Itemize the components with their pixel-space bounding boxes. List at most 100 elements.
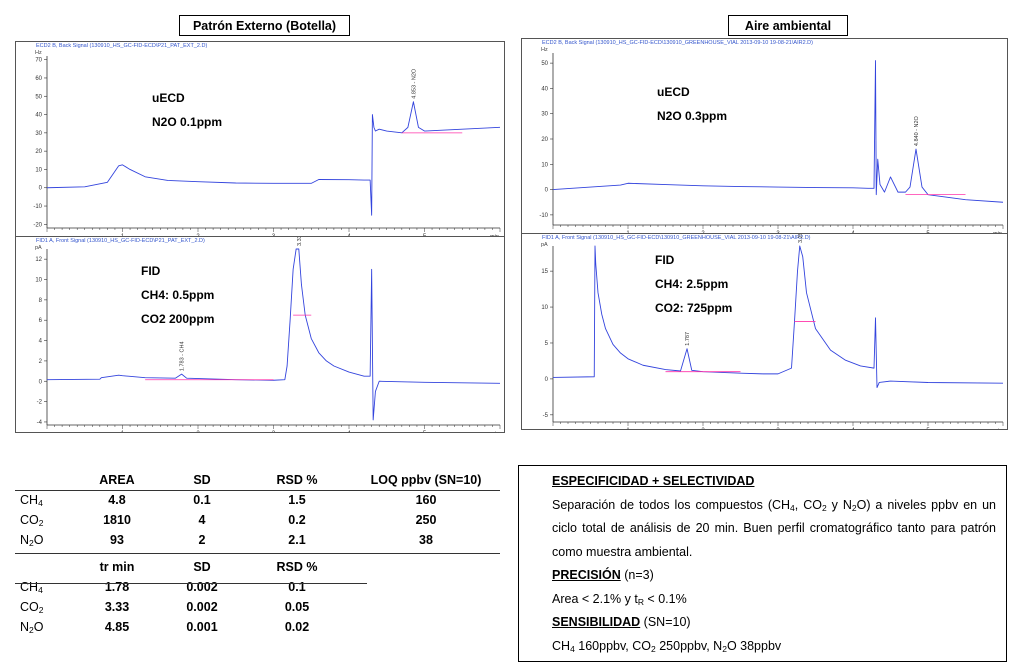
y-tick-label: 40	[35, 113, 42, 119]
right-title: Aire ambiental	[728, 15, 848, 36]
x-tick-label: 4	[851, 428, 855, 429]
signal-header: ECD2 B, Back Signal (130910_HS_GC-FID-EC…	[542, 40, 813, 46]
y-tick-label: 10	[35, 167, 42, 173]
x-tick-label: 3	[272, 234, 276, 236]
table-header-cell	[17, 557, 72, 577]
species-cell: CO2	[20, 600, 44, 615]
y-tick-label: 10	[35, 278, 42, 284]
y-tick-label: 20	[35, 149, 42, 155]
y-tick-label: 5	[545, 341, 549, 347]
summary-paragraph-precision: Area < 2.1% y tR < 0.1%	[552, 591, 687, 607]
y-unit-label: pA	[35, 245, 42, 251]
tr-cell: 1.78	[104, 580, 130, 594]
x-tick-label: 1	[121, 234, 125, 236]
chart-svg: -20 -10 0 10 20 30 40 50 60 70 1 2 3 4 5 min 4.853 - N2O	[33, 56, 501, 236]
signal-line	[552, 245, 1004, 388]
sd-cell: 0.002	[186, 580, 218, 594]
sd-cell: 0.001	[186, 620, 218, 634]
x-tick-label: 5	[926, 231, 930, 233]
chart-annotation: uECD N2O 0.1ppm	[152, 86, 222, 134]
chart-right-bottom: FID1 A, Front Signal (130910_HS_GC-FID-E…	[521, 233, 1008, 430]
summary-paragraph-sensitivity: CH4 160ppbv, CO2 250ppbv, N2O 38ppbv	[552, 638, 782, 654]
y-tick-label: 70	[35, 58, 42, 64]
y-unit-label: Hz	[35, 50, 42, 56]
sd-cell: 2	[198, 533, 206, 547]
y-tick-label: 15	[541, 269, 548, 275]
table-header-cell: RSD %	[276, 473, 318, 487]
table-header-cell: tr min	[99, 560, 135, 574]
x-tick-label: 5	[423, 431, 427, 432]
y-tick-label: 8	[39, 298, 43, 304]
x-tick-label: 5	[423, 234, 427, 236]
annotation-line-1: FID	[655, 253, 675, 267]
chart-right-top: ECD2 B, Back Signal (130910_HS_GC-FID-EC…	[521, 38, 1008, 234]
y-tick-label: 60	[35, 76, 42, 82]
peak-label: 4.853 - N2O	[411, 68, 417, 99]
area-cell: 93	[110, 533, 124, 547]
y-tick-label: -2	[37, 400, 43, 406]
chart-svg: -10 0 10 20 30 40 50 1 2 3 4 5 min 4.840 - N2O	[539, 53, 1004, 233]
y-tick-label: 20	[541, 137, 548, 143]
sd-cell: 0.002	[186, 600, 218, 614]
rsd-cell: 0.2	[288, 513, 306, 527]
signal-header: ECD2 B, Back Signal (130910_HS_GC-FID-EC…	[36, 43, 208, 49]
tr-cell: 3.33	[104, 600, 130, 614]
table-header-cell: AREA	[99, 473, 135, 487]
x-tick-label: 2	[701, 231, 705, 233]
rsd-cell: 0.05	[284, 600, 310, 614]
x-tick-label: 1	[626, 231, 630, 233]
rsd-cell: 1.5	[288, 493, 306, 507]
table-row: N2O 93 2 2.1 38	[17, 530, 500, 550]
y-tick-label: -5	[543, 413, 549, 419]
summary-heading-specificity: ESPECIFICIDAD + SELECTIVIDAD	[552, 474, 755, 488]
y-tick-label: 10	[541, 162, 548, 168]
signal-line	[552, 60, 1004, 203]
y-tick-label: 6	[39, 318, 43, 324]
left-title: Patrón Externo (Botella)	[179, 15, 350, 36]
table-row: CO2 3.33 0.002 0.05	[17, 597, 352, 617]
table-header-cell: RSD %	[276, 560, 318, 574]
x-tick-label: 5	[926, 428, 930, 429]
x-tick-label: 1	[121, 431, 125, 432]
species-cell: CH4	[20, 493, 43, 508]
peak-label: 3.335 - CO2	[297, 237, 303, 246]
y-tick-label: -10	[539, 213, 548, 219]
chart-annotation: FID CH4: 0.5ppm CO2 200ppm	[141, 259, 214, 331]
summary-heading-sensitivity: SENSIBILIDAD (SN=10)	[552, 615, 691, 629]
species-cell: CH4	[20, 580, 43, 595]
loq-cell: 160	[415, 493, 437, 507]
table-header-row: tr min SD RSD %	[17, 557, 352, 577]
x-tick-label: 2	[701, 428, 705, 429]
table-header-cell: SD	[193, 473, 211, 487]
table-row: CH4 4.8 0.1 1.5 160	[17, 490, 500, 510]
validation-table: AREA SD RSD % LOQ ppbv (SN=10) CH4 4.8 0…	[17, 470, 500, 550]
y-tick-label: 0	[545, 188, 549, 194]
table-row: CO2 1810 4 0.2 250	[17, 510, 500, 530]
rsd-cell: 2.1	[288, 533, 306, 547]
y-tick-label: 2	[39, 359, 43, 365]
annotation-line-1: uECD	[657, 85, 690, 99]
signal-line	[46, 101, 501, 216]
signal-line	[46, 248, 501, 421]
table-rule	[15, 583, 367, 584]
table-rule	[15, 490, 500, 491]
signal-header: FID1 A, Front Signal (130910_HS_GC-FID-E…	[542, 235, 811, 241]
annotation-line-1: FID	[141, 264, 161, 278]
chart-left-top: ECD2 B, Back Signal (130910_HS_GC-FID-EC…	[15, 41, 505, 237]
y-tick-label: 50	[541, 61, 548, 67]
species-cell: CO2	[20, 513, 44, 528]
y-tick-label: 0	[39, 379, 43, 385]
x-tick-label: 4	[347, 431, 351, 432]
x-tick-label: 3	[776, 231, 780, 233]
annotation-line-1: uECD	[152, 91, 185, 105]
rsd-cell: 0.02	[284, 620, 310, 634]
loq-cell: 250	[415, 513, 437, 527]
x-axis-label: min	[993, 231, 1002, 233]
table-rule	[15, 553, 500, 554]
y-tick-label: 40	[541, 86, 548, 92]
sd-cell: 4	[198, 513, 206, 527]
signal-header: FID1 A, Front Signal (130910_HS_GC-FID-E…	[36, 238, 205, 244]
tr-cell: 4.85	[104, 620, 130, 634]
chart-svg: -4-202468101212345min1.783 - CH43.335 - …	[35, 237, 501, 432]
x-tick-label: 3	[776, 428, 780, 429]
